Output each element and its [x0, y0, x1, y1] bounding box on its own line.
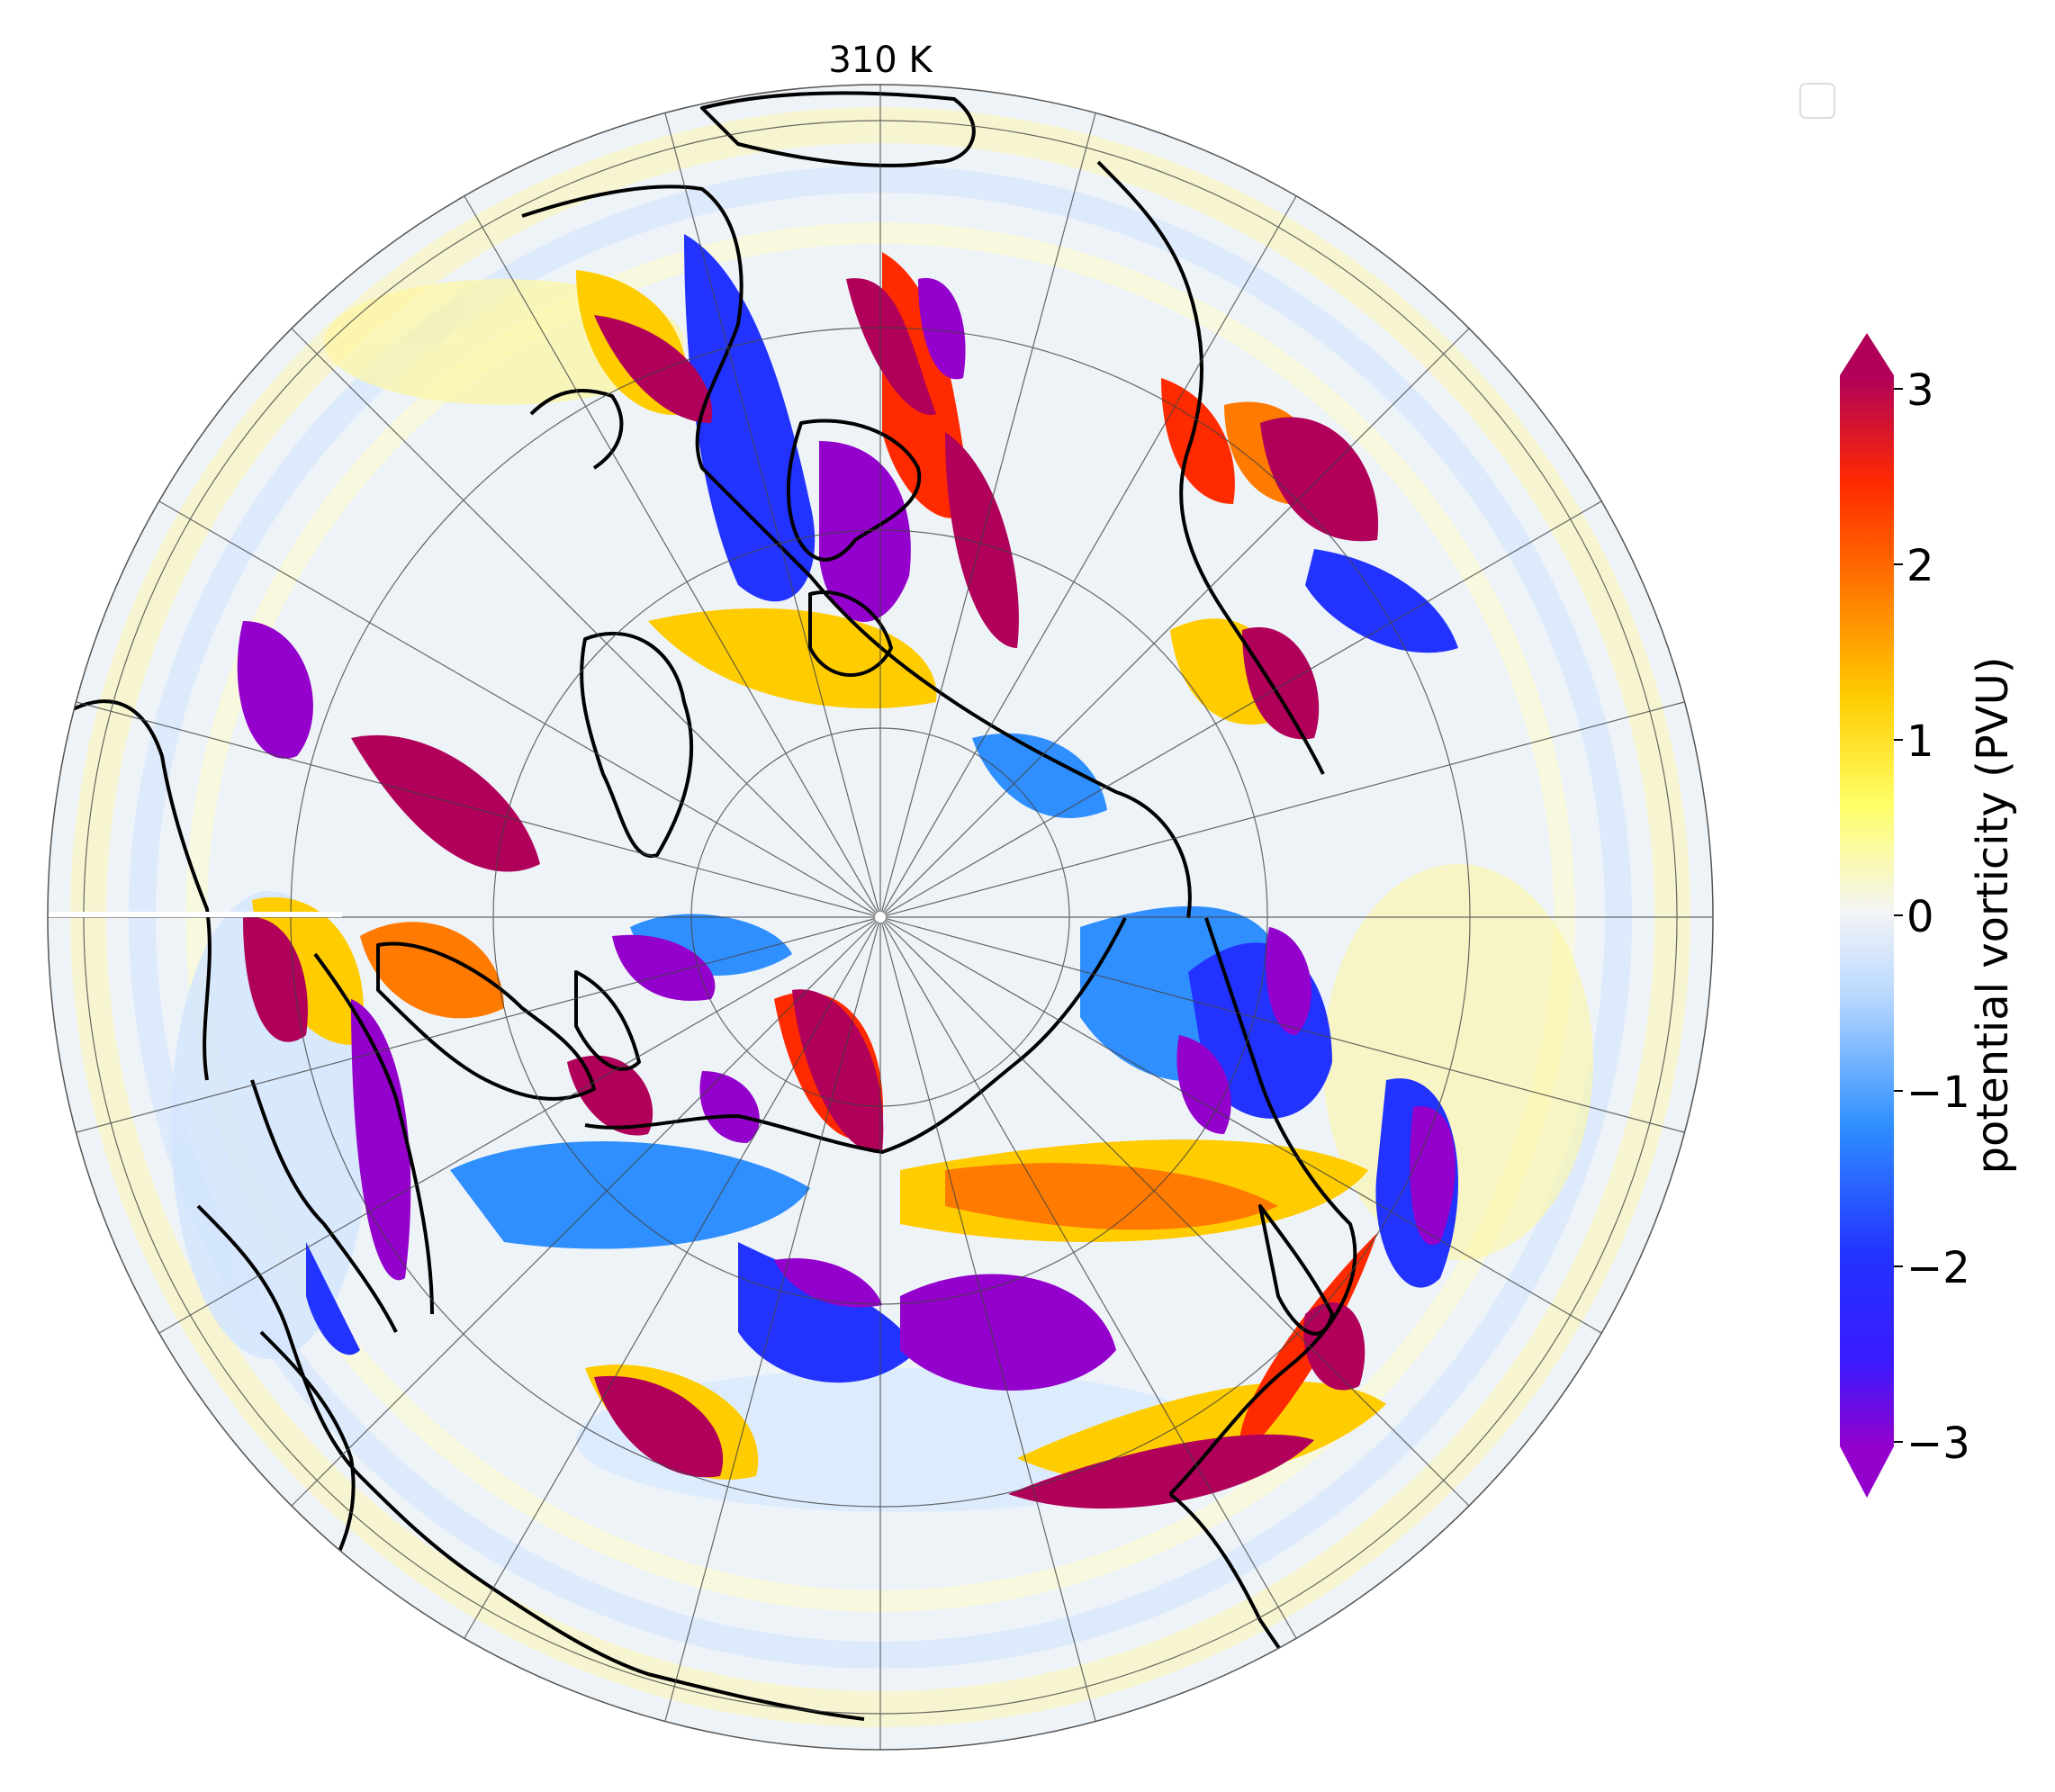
graticule [48, 85, 1713, 1750]
colorbar-label: potential vorticity (PVU) [1968, 656, 2018, 1174]
colorbar-tick-3: 3 [1906, 365, 1934, 416]
colorbar-tick-0: 0 [1906, 892, 1934, 942]
colorbar-ticks [1894, 388, 1903, 1443]
map-disc [48, 85, 1713, 1750]
colorbar: 3 2 1 0 −1 −2 −3 potential vorticity (PV… [1840, 333, 2018, 1498]
colorbar-tick-neg3: −3 [1906, 1418, 1970, 1469]
colorbar-extend-min [1840, 1446, 1894, 1498]
colorbar-extend-max [1840, 333, 1894, 375]
legend-box [1799, 83, 1835, 119]
colorbar-tick-2: 2 [1906, 541, 1934, 591]
map-title: 310 K [828, 40, 933, 81]
colorbar-tick-neg2: −2 [1906, 1243, 1970, 1293]
pole-marker [875, 912, 886, 923]
coastlines [52, 91, 1357, 1721]
colorbar-body [1840, 375, 1894, 1446]
colorbar-tick-1: 1 [1906, 716, 1934, 767]
map-boundary [47, 84, 1714, 1751]
pv-field-structures [237, 234, 1458, 1509]
colorbar-tick-neg1: −1 [1906, 1067, 1970, 1118]
